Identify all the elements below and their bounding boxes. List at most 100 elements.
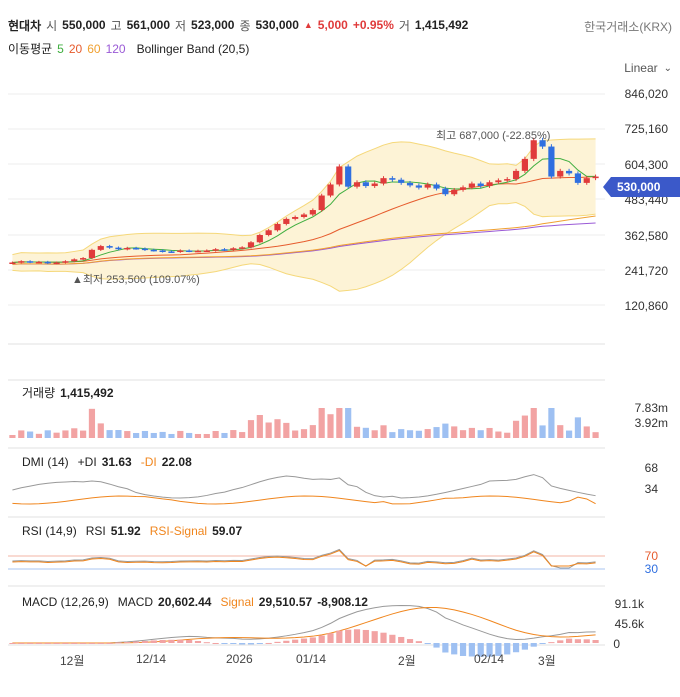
dmi-panel-title: DMI (14) +DI 31.63 -DI 22.08 bbox=[22, 455, 192, 469]
candle-body bbox=[300, 214, 308, 218]
macd-histogram-bar bbox=[150, 640, 157, 643]
pdi-value: 31.63 bbox=[101, 455, 132, 469]
candle-body bbox=[239, 247, 246, 249]
volume-bar bbox=[442, 423, 449, 438]
volume-bar bbox=[433, 427, 440, 438]
x-axis-label: 2월 bbox=[398, 654, 416, 668]
macd-histogram-bar bbox=[221, 643, 228, 644]
volume-bar bbox=[62, 430, 69, 438]
volume-bar bbox=[557, 425, 564, 438]
ma60-label: 60 bbox=[87, 41, 101, 56]
macd-histogram-bar bbox=[265, 642, 272, 644]
macd-histogram-bar bbox=[380, 632, 387, 643]
x-axis-label: 02/14 bbox=[474, 652, 505, 666]
price-axis-label: 120,860 bbox=[624, 299, 668, 313]
volume-bar bbox=[159, 431, 166, 438]
candle-body bbox=[265, 230, 272, 236]
scale-dropdown[interactable]: Linear ⌄ bbox=[624, 61, 672, 75]
price-axis-label: 725,160 bbox=[624, 122, 668, 136]
macd-histogram-bar bbox=[371, 631, 378, 643]
candle-body bbox=[398, 179, 405, 183]
stock-name: 현대차 bbox=[8, 18, 42, 33]
volume-bar bbox=[18, 430, 25, 438]
macd-histogram-bar bbox=[141, 640, 149, 643]
volume-axis-label: 3.92m bbox=[634, 416, 668, 430]
macd-histogram-bar bbox=[433, 643, 440, 648]
volume-bar bbox=[309, 425, 316, 438]
macd-histogram-bar bbox=[521, 643, 528, 650]
candle-body bbox=[442, 188, 449, 195]
macd-histogram-bar bbox=[80, 643, 87, 644]
candle-body bbox=[468, 183, 475, 188]
volume-panel-value: 1,415,492 bbox=[60, 385, 114, 400]
volume-bar bbox=[150, 432, 157, 438]
candle-body bbox=[230, 248, 237, 250]
high-value: 561,000 bbox=[126, 18, 170, 32]
macd-histogram-bar bbox=[512, 643, 520, 653]
mdi-value: 22.08 bbox=[161, 455, 192, 469]
candle-body bbox=[62, 261, 69, 263]
volume-value: 1,415,492 bbox=[414, 18, 469, 32]
x-axis-label: 12월 bbox=[60, 654, 85, 668]
rsi-line bbox=[12, 548, 596, 569]
candle-body bbox=[389, 178, 396, 180]
macd-histogram-bar bbox=[44, 643, 51, 644]
volume-bar bbox=[521, 415, 528, 438]
bollinger-lower-line bbox=[12, 202, 596, 292]
low-label: 저 bbox=[175, 18, 187, 33]
volume-bar bbox=[239, 432, 246, 438]
price-axis-label: 846,020 bbox=[624, 87, 668, 101]
macd-axis-label: 91.1k bbox=[614, 597, 644, 611]
macd-histogram-bar bbox=[442, 643, 449, 653]
candle-body bbox=[168, 251, 175, 253]
macd-histogram-bar bbox=[186, 640, 193, 643]
macd-histogram-bar bbox=[336, 630, 343, 643]
rsi-axis-label: 70 bbox=[644, 549, 658, 563]
candle-body bbox=[115, 247, 122, 250]
volume-bar bbox=[530, 408, 537, 438]
price-axis-label: 604,300 bbox=[624, 158, 668, 172]
exchange-label: 한국거래소(KRX) bbox=[584, 20, 672, 34]
macd-title: MACD (12,26,9) bbox=[22, 595, 109, 609]
candle-body bbox=[44, 261, 51, 264]
macd-histogram-bar bbox=[71, 643, 78, 644]
macd-histogram-bar bbox=[203, 642, 210, 644]
volume-bar bbox=[539, 425, 546, 438]
price-axis-label: 241,720 bbox=[624, 264, 668, 278]
ma60-line bbox=[12, 215, 596, 265]
change-value: 5,000 bbox=[317, 18, 348, 32]
volume-bar bbox=[9, 435, 16, 438]
macd-histogram-bar bbox=[159, 639, 166, 643]
candle-body bbox=[371, 183, 378, 187]
candle-body bbox=[141, 248, 149, 251]
min-annotation: ▲최저 253,500 (109.07%) bbox=[72, 274, 200, 286]
macd-histogram-bar bbox=[88, 643, 96, 644]
macd-histogram-bar bbox=[327, 633, 334, 643]
volume-bar bbox=[592, 432, 599, 438]
candle-body bbox=[451, 189, 458, 195]
candle-body bbox=[477, 183, 484, 187]
candle-body bbox=[380, 178, 387, 184]
candle-body bbox=[274, 223, 281, 231]
rsi-title: RSI (14,9) bbox=[22, 524, 77, 538]
volume-bar bbox=[283, 422, 290, 438]
candle-body bbox=[565, 170, 573, 174]
volume-bar bbox=[133, 433, 140, 438]
dmi-title: DMI (14) bbox=[22, 455, 69, 469]
candle-body bbox=[539, 140, 546, 147]
ma-legend[interactable]: 이동평균 5 20 60 120 Bollinger Band (20,5) bbox=[8, 40, 249, 57]
volume-bar bbox=[336, 408, 343, 438]
candle-body bbox=[548, 146, 555, 177]
volume-bar bbox=[44, 430, 51, 438]
volume-bar bbox=[345, 408, 352, 438]
high-label: 고 bbox=[110, 18, 122, 33]
rsi-value: 51.92 bbox=[110, 524, 141, 538]
candle-body bbox=[292, 217, 299, 219]
volume-bar bbox=[380, 425, 387, 438]
candle-body bbox=[124, 247, 131, 250]
volume-bar bbox=[26, 431, 34, 438]
macd-histogram-bar bbox=[283, 640, 290, 643]
volume-bar bbox=[186, 432, 193, 438]
volume-axis-label: 7.83m bbox=[634, 401, 668, 415]
